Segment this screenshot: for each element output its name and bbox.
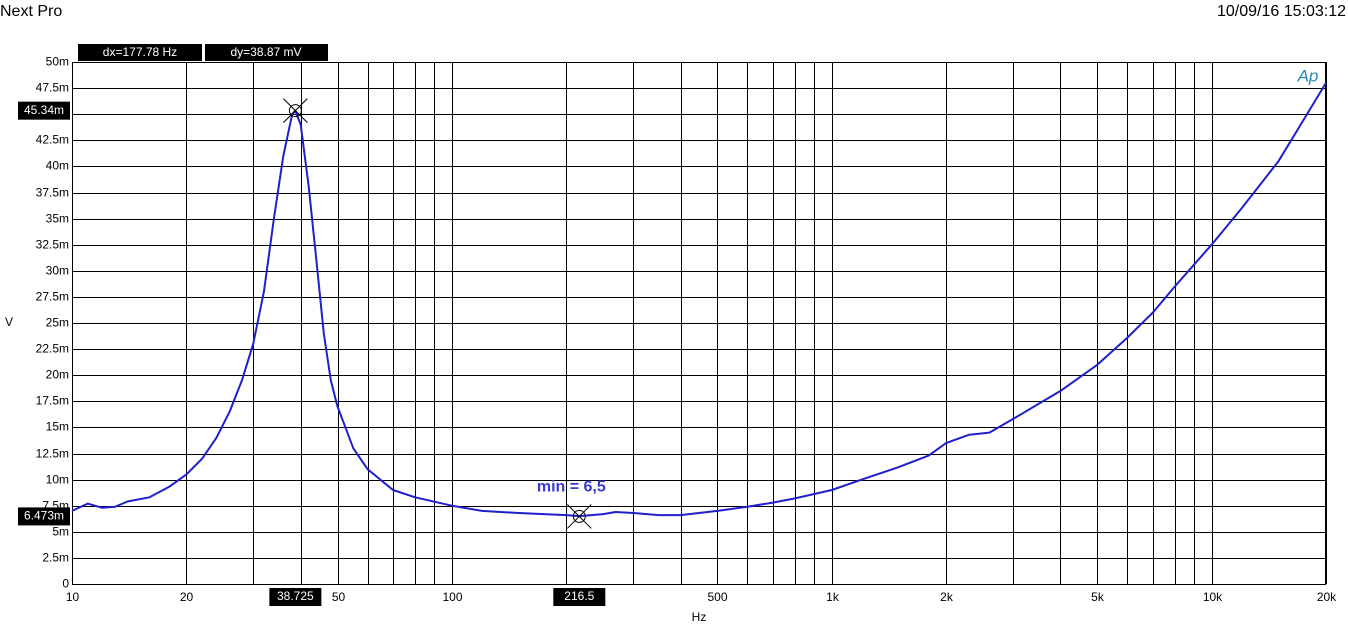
cursor-x-label: 38.725 <box>277 589 314 603</box>
y-tick-label: 35m <box>46 212 69 226</box>
cursor-y-label: 45.34m <box>24 103 64 117</box>
y-tick-label: 15m <box>46 420 69 434</box>
cursor-glyph <box>572 509 586 523</box>
annotation: min = 6,5 <box>537 479 606 496</box>
y-tick-label: 30m <box>46 264 69 278</box>
x-tick-label: 10 <box>66 590 80 604</box>
y-tick-label: 47.5m <box>36 81 69 95</box>
x-tick-label: 20k <box>1317 590 1337 604</box>
timestamp: 10/09/16 15:03:12 <box>1217 3 1346 20</box>
y-tick-label: 10m <box>46 473 69 487</box>
data-line <box>71 82 1327 518</box>
x-tick-label: 50 <box>332 590 346 604</box>
logo: Ap <box>1297 66 1319 85</box>
cursor-glyph <box>283 98 308 124</box>
dy-readout: dy=38.87 mV <box>230 45 301 59</box>
y-tick-label: 22.5m <box>36 342 69 356</box>
cursor-x-box <box>269 588 322 606</box>
y-tick-label: 27.5m <box>36 290 69 304</box>
x-tick-label: 5k <box>1091 590 1105 604</box>
cursor-glyph <box>288 104 302 118</box>
plot-frame <box>72 62 1326 585</box>
y-tick-label: 42.5m <box>36 133 69 147</box>
x-tick-label: 500 <box>707 590 727 604</box>
y-tick-label: 37.5m <box>36 186 69 200</box>
x-axis-label: Hz <box>692 610 707 624</box>
y-tick-label: 5m <box>52 525 69 539</box>
app-title: Next Pro <box>0 3 62 20</box>
y-tick-label: 25m <box>46 316 69 330</box>
dx-readout: dx=177.78 Hz <box>103 45 177 59</box>
y-tick-label: 32.5m <box>36 238 69 252</box>
x-tick-label: 100 <box>442 590 462 604</box>
dy-box <box>205 44 328 61</box>
y-tick-label: 20m <box>46 368 69 382</box>
cursor-y-box <box>18 101 70 120</box>
x-tick-label: 1k <box>826 590 840 604</box>
cursor-marker <box>566 504 592 529</box>
cursor-y-label: 6.473m <box>24 509 64 523</box>
cursor-x-label: 216.5 <box>564 589 594 603</box>
y-tick-label: 12.5m <box>36 447 69 461</box>
x-tick-label: 20 <box>180 590 194 604</box>
y-tick-label: 50m <box>46 55 69 69</box>
cursor-glyph <box>566 504 592 529</box>
x-tick-label: 2k <box>940 590 954 604</box>
y-axis-label: V <box>5 315 13 329</box>
y-tick-label: 40m <box>46 159 69 173</box>
dx-box <box>78 44 202 61</box>
y-tick-label: 0 <box>62 577 69 591</box>
y-tick-label: 17.5m <box>36 394 69 408</box>
cursor-marker <box>283 98 308 124</box>
y-tick-label: 2.5m <box>42 551 69 565</box>
cursor-x-box <box>553 588 606 606</box>
cursor-y-box <box>18 507 70 526</box>
x-tick-label: 10k <box>1203 590 1223 604</box>
